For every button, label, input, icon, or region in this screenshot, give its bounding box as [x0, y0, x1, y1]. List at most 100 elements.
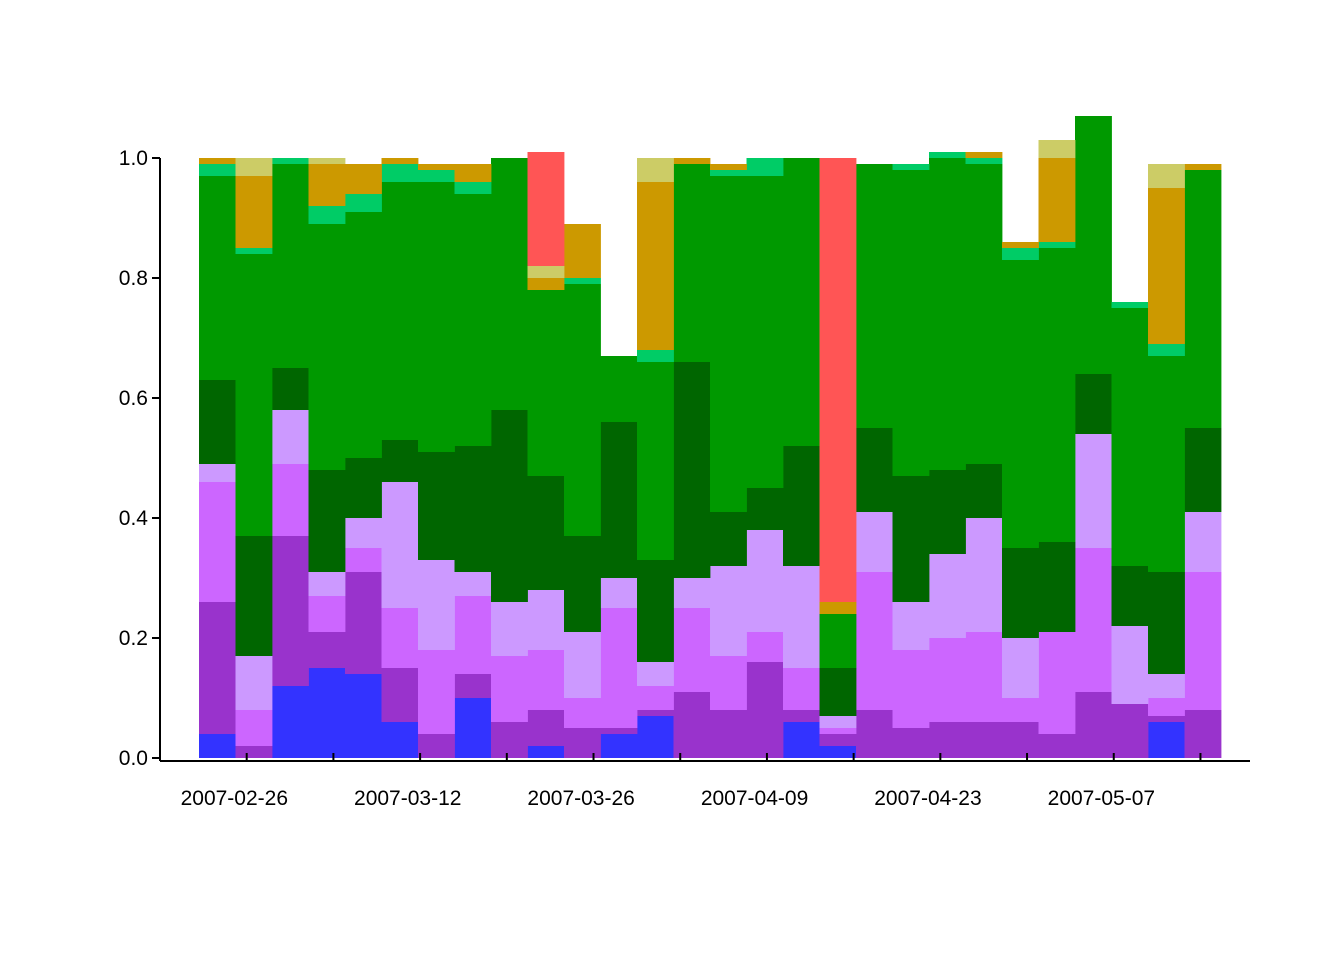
- bar-segment-series-2-2007-03-18: [965, 632, 1003, 722]
- bar-segment-series-0-2007-03-13: [783, 722, 820, 758]
- bar-segment-series-0-2007-03-06: [527, 746, 565, 758]
- bar-segment-series-3-2007-03-11: [710, 566, 747, 656]
- bar-segment-series-7-2007-03-09: [637, 182, 674, 350]
- y-tick-label: 0.4: [119, 507, 149, 530]
- bar-segment-series-0-2007-03-23: [1148, 722, 1185, 758]
- bar-segment-series-3-2007-03-12: [746, 530, 784, 632]
- x-tick-label: 2007-05-07: [1048, 787, 1155, 810]
- bar-segment-series-1-2007-03-23: [1148, 716, 1185, 722]
- bar-segment-series-1-2007-03-14: [819, 734, 857, 746]
- bar-segment-series-5-2007-03-21: [1075, 116, 1112, 374]
- bar-segment-series-3-2007-03-24: [1184, 512, 1222, 572]
- y-tick-label: 0.2: [119, 627, 148, 650]
- bar-segment-series-7-2007-03-04: [454, 164, 492, 182]
- bar-segment-series-1-2007-03-13: [783, 710, 820, 722]
- bar-segment-series-1-2007-02-26: [235, 746, 273, 758]
- bar-segment-series-5-2007-02-28: [308, 224, 346, 470]
- bar-segment-series-3-2007-03-10: [673, 578, 711, 608]
- bar-segment-series-6-2007-02-26: [235, 248, 273, 254]
- bar-segment-series-4-2007-03-07: [564, 536, 601, 632]
- bar-segment-series-6-2007-02-28: [308, 206, 346, 224]
- bar-segment-series-1-2007-03-05: [491, 722, 528, 758]
- y-tick-label: 0.6: [119, 387, 148, 410]
- bar-segment-series-5-2007-03-23: [1148, 356, 1185, 572]
- bar-segment-series-2-2007-03-21: [1075, 548, 1112, 692]
- bar-segment-series-2-2007-03-17: [929, 638, 966, 722]
- bar-segment-series-5-2007-03-03: [418, 182, 455, 452]
- bar-segment-series-4-2007-03-04: [454, 446, 492, 572]
- bar-segment-series-0-2007-03-09: [637, 716, 674, 758]
- bar-segment-series-2-2007-02-28: [308, 596, 346, 632]
- bar-segment-series-7-2007-03-01: [345, 164, 382, 194]
- bar-segment-series-5-2007-03-02: [381, 182, 419, 440]
- bar-segment-series-1-2007-03-16: [892, 728, 930, 758]
- bar-segment-series-6-2007-03-04: [454, 182, 492, 194]
- bar-segment-series-3-2007-03-02: [381, 482, 419, 608]
- bar-segment-series-7-2007-03-07: [564, 224, 601, 278]
- bar-segment-series-2-2007-03-13: [783, 668, 820, 710]
- bar-segment-series-6-2007-03-07: [564, 278, 601, 284]
- bar-segment-series-0-2007-02-28: [308, 668, 346, 758]
- x-tick-label: 2007-03-26: [527, 787, 634, 810]
- bar-segment-series-1-2007-03-17: [929, 722, 966, 758]
- bar-segment-series-2-2007-03-02: [381, 608, 419, 668]
- bar-segment-series-6-2007-03-02: [381, 164, 419, 182]
- bar-segment-series-5-2007-03-01: [345, 212, 382, 458]
- bar-segment-series-3-2007-03-07: [564, 632, 601, 698]
- bar-segment-series-1-2007-03-10: [673, 692, 711, 758]
- bar-segment-series-2-2007-03-16: [892, 650, 930, 728]
- bar-segment-series-4-2007-02-25: [199, 380, 236, 464]
- bar-segment-series-3-2007-03-13: [783, 566, 820, 668]
- bar-segment-series-3-2007-03-21: [1075, 434, 1112, 548]
- bar-segment-series-6-2007-03-23: [1148, 344, 1185, 356]
- y-tick-label: 1.0: [119, 147, 148, 170]
- bar-segment-series-5-2007-03-13: [783, 158, 820, 446]
- x-tick-label: 2007-02-26: [181, 787, 288, 810]
- bar-segment-series-5-2007-03-11: [710, 176, 747, 512]
- bar-segment-series-7-2007-03-24: [1184, 164, 1222, 170]
- bar-segment-series-2-2007-03-23: [1148, 698, 1185, 716]
- bar-segment-series-6-2007-03-12: [746, 158, 784, 176]
- bar-segment-series-2-2007-02-26: [235, 710, 273, 746]
- bar-segment-series-4-2007-03-22: [1111, 566, 1149, 626]
- bar-segment-series-4-2007-03-21: [1075, 374, 1112, 434]
- bar-segment-series-4-2007-03-15: [856, 428, 893, 512]
- bar-segment-series-2-2007-03-08: [600, 608, 638, 728]
- bar-segment-series-5-2007-03-09: [637, 362, 674, 560]
- bar-segment-series-3-2007-03-16: [892, 602, 930, 650]
- bar-segment-series-2-2007-03-19: [1002, 698, 1039, 722]
- bar-segment-series-3-2007-02-27: [272, 410, 309, 464]
- bar-segment-series-4-2007-03-02: [381, 440, 419, 482]
- bar-segment-series-5-2007-03-14: [819, 614, 857, 668]
- bar-segment-series-5-2007-02-26: [235, 254, 273, 536]
- axes-group: 0.0 0.2 0.4 0.6 0.8 1.0 2007-02-26 2007-03-12 20…: [119, 147, 1250, 810]
- bar-segment-series-1-2007-03-04: [454, 674, 492, 698]
- bar-segment-series-4-2007-03-18: [965, 464, 1003, 518]
- bar-segment-series-5-2007-03-22: [1111, 308, 1149, 566]
- bar-segment-series-3-2007-03-17: [929, 554, 966, 638]
- bar-segment-series-3-2007-03-19: [1002, 638, 1039, 698]
- bar-segment-series-1-2007-03-21: [1075, 692, 1112, 758]
- bar-segment-series-1-2007-03-11: [710, 710, 747, 758]
- bar-segment-series-6-2007-03-19: [1002, 248, 1039, 260]
- bar-segment-series-1-2007-03-19: [1002, 722, 1039, 758]
- bar-segment-series-4-2007-03-17: [929, 470, 966, 554]
- bar-segment-series-2-2007-03-04: [454, 596, 492, 674]
- bar-segment-series-1-2007-03-03: [418, 734, 455, 758]
- bar-segment-series-2-2007-03-06: [527, 650, 565, 710]
- bar-segment-series-6-2007-03-11: [710, 170, 747, 176]
- bar-segment-series-5-2007-02-27: [272, 164, 309, 368]
- bar-segment-series-4-2007-03-06: [527, 476, 565, 590]
- bar-segment-series-4-2007-03-13: [783, 446, 820, 566]
- bar-segment-series-6-2007-03-20: [1038, 242, 1076, 248]
- bar-segment-series-2-2007-02-27: [272, 464, 309, 536]
- bar-segment-series-5-2007-03-04: [454, 194, 492, 446]
- bar-segment-series-5-2007-03-18: [965, 164, 1003, 464]
- bar-segment-series-2-2007-03-05: [491, 656, 528, 722]
- bar-segment-series-4-2007-03-08: [600, 422, 638, 578]
- x-tick-label: 2007-04-09: [701, 787, 808, 810]
- bar-segment-series-5-2007-03-12: [746, 176, 784, 488]
- bar-segment-series-6-2007-03-18: [965, 158, 1003, 164]
- bar-segment-series-3-2007-03-03: [418, 560, 455, 650]
- bar-segment-series-5-2007-03-06: [527, 290, 565, 476]
